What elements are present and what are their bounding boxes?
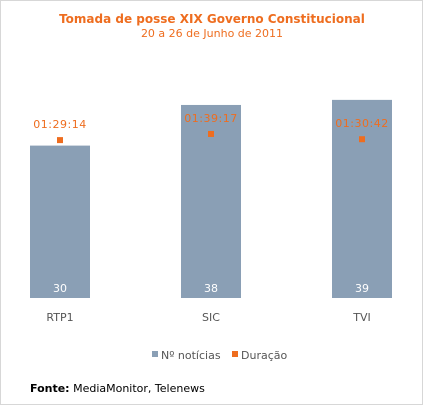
chart: Tomada de posse XIX Governo Constitucion… [30, 12, 392, 362]
category-label-rtp1: RTP1 [46, 311, 73, 324]
bar-tvi [332, 99, 392, 298]
duration-marker-sic [208, 130, 214, 137]
duration-label-tvi: 01:30:42 [335, 117, 388, 130]
source-note: Fonte: MediaMonitor, Telenews [30, 382, 205, 395]
legend-swatch-noticias [152, 351, 158, 357]
duration-label-rtp1: 01:29:14 [33, 118, 86, 131]
bar-rtp1 [30, 145, 90, 298]
chart-subtitle: 20 a 26 de Junho de 2011 [141, 27, 283, 40]
bar-value-tvi: 39 [355, 282, 369, 295]
legend-label-duracao: Duração [241, 349, 287, 362]
source-label: Fonte: [30, 382, 70, 395]
duration-marker-rtp1 [57, 137, 63, 144]
legend: Nº notícias Duração [152, 349, 287, 362]
bar-value-rtp1: 30 [53, 282, 67, 295]
legend-swatch-duracao [232, 351, 238, 357]
category-label-sic: SIC [202, 311, 220, 324]
duration-marker-tvi [359, 136, 365, 143]
chart-title: Tomada de posse XIX Governo Constitucion… [59, 12, 365, 26]
bar-sic [181, 104, 241, 299]
duration-label-sic: 01:39:17 [184, 112, 237, 125]
legend-label-noticias: Nº notícias [161, 349, 221, 362]
bar-value-sic: 38 [204, 282, 218, 295]
source-text: MediaMonitor, Telenews [69, 382, 205, 395]
category-label-tvi: TVI [352, 311, 371, 324]
